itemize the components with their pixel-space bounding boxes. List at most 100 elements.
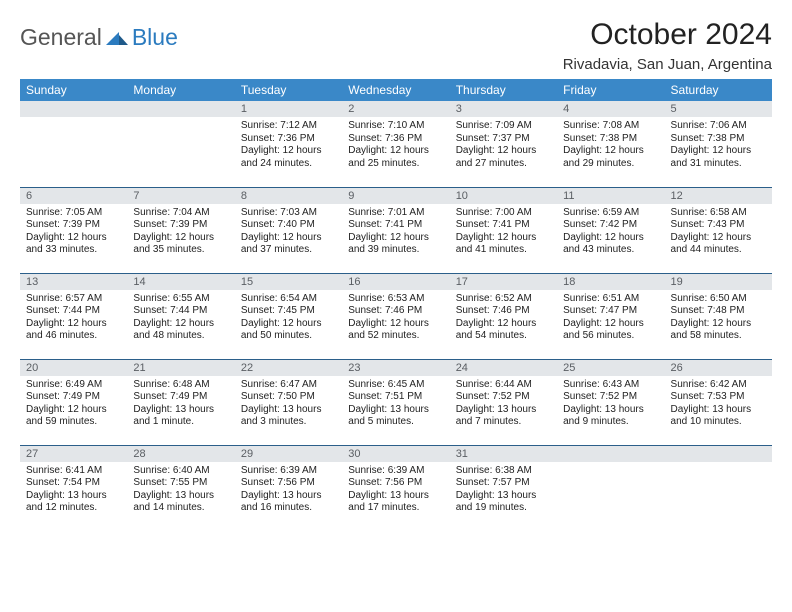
- sunrise-text: Sunrise: 7:12 AM: [241, 120, 336, 133]
- daylight-text: Daylight: 13 hours and 12 minutes.: [26, 490, 121, 515]
- day-number: 18: [557, 274, 664, 290]
- day-number: 30: [342, 446, 449, 462]
- sunrise-text: Sunrise: 6:57 AM: [26, 293, 121, 306]
- day-content: Sunrise: 6:49 AMSunset: 7:49 PMDaylight:…: [20, 376, 127, 431]
- sunset-text: Sunset: 7:43 PM: [671, 219, 766, 232]
- day-number: [127, 101, 234, 117]
- day-content: Sunrise: 6:53 AMSunset: 7:46 PMDaylight:…: [342, 290, 449, 345]
- sunrise-text: Sunrise: 6:39 AM: [348, 465, 443, 478]
- day-content: Sunrise: 6:58 AMSunset: 7:43 PMDaylight:…: [665, 204, 772, 259]
- sunset-text: Sunset: 7:54 PM: [26, 477, 121, 490]
- calendar-day-cell: [127, 101, 234, 187]
- day-content: Sunrise: 6:52 AMSunset: 7:46 PMDaylight:…: [450, 290, 557, 345]
- calendar-day-cell: 29Sunrise: 6:39 AMSunset: 7:56 PMDayligh…: [235, 445, 342, 531]
- day-number: 7: [127, 188, 234, 204]
- sunset-text: Sunset: 7:46 PM: [456, 305, 551, 318]
- sunrise-text: Sunrise: 6:41 AM: [26, 465, 121, 478]
- sunset-text: Sunset: 7:49 PM: [133, 391, 228, 404]
- calendar-day-cell: 8Sunrise: 7:03 AMSunset: 7:40 PMDaylight…: [235, 187, 342, 273]
- sunset-text: Sunset: 7:39 PM: [133, 219, 228, 232]
- day-content: Sunrise: 6:47 AMSunset: 7:50 PMDaylight:…: [235, 376, 342, 431]
- day-number: 23: [342, 360, 449, 376]
- location: Rivadavia, San Juan, Argentina: [563, 56, 772, 73]
- sunrise-text: Sunrise: 6:48 AM: [133, 379, 228, 392]
- calendar-day-cell: 1Sunrise: 7:12 AMSunset: 7:36 PMDaylight…: [235, 101, 342, 187]
- calendar-day-cell: 12Sunrise: 6:58 AMSunset: 7:43 PMDayligh…: [665, 187, 772, 273]
- header: GeneralBlue October 2024 Rivadavia, San …: [20, 18, 772, 73]
- sunset-text: Sunset: 7:44 PM: [133, 305, 228, 318]
- calendar-day-cell: 28Sunrise: 6:40 AMSunset: 7:55 PMDayligh…: [127, 445, 234, 531]
- calendar-day-cell: 16Sunrise: 6:53 AMSunset: 7:46 PMDayligh…: [342, 273, 449, 359]
- calendar-week-row: 13Sunrise: 6:57 AMSunset: 7:44 PMDayligh…: [20, 273, 772, 359]
- calendar-day-cell: 3Sunrise: 7:09 AMSunset: 7:37 PMDaylight…: [450, 101, 557, 187]
- day-number: 22: [235, 360, 342, 376]
- daylight-text: Daylight: 12 hours and 35 minutes.: [133, 232, 228, 257]
- sunrise-text: Sunrise: 7:01 AM: [348, 207, 443, 220]
- sunrise-text: Sunrise: 6:55 AM: [133, 293, 228, 306]
- day-content: Sunrise: 6:44 AMSunset: 7:52 PMDaylight:…: [450, 376, 557, 431]
- brand-part2: Blue: [132, 24, 178, 51]
- day-content: [20, 117, 127, 122]
- sunrise-text: Sunrise: 7:08 AM: [563, 120, 658, 133]
- sunset-text: Sunset: 7:38 PM: [671, 133, 766, 146]
- day-number: 28: [127, 446, 234, 462]
- sunset-text: Sunset: 7:49 PM: [26, 391, 121, 404]
- daylight-text: Daylight: 13 hours and 10 minutes.: [671, 404, 766, 429]
- day-content: [557, 462, 664, 467]
- daylight-text: Daylight: 12 hours and 33 minutes.: [26, 232, 121, 257]
- calendar-day-cell: 31Sunrise: 6:38 AMSunset: 7:57 PMDayligh…: [450, 445, 557, 531]
- daylight-text: Daylight: 13 hours and 1 minute.: [133, 404, 228, 429]
- sunset-text: Sunset: 7:40 PM: [241, 219, 336, 232]
- day-content: Sunrise: 7:09 AMSunset: 7:37 PMDaylight:…: [450, 117, 557, 172]
- day-number: 21: [127, 360, 234, 376]
- sunrise-text: Sunrise: 6:49 AM: [26, 379, 121, 392]
- day-content: Sunrise: 6:57 AMSunset: 7:44 PMDaylight:…: [20, 290, 127, 345]
- calendar-day-cell: 26Sunrise: 6:42 AMSunset: 7:53 PMDayligh…: [665, 359, 772, 445]
- month-title: October 2024: [563, 18, 772, 52]
- day-number: 4: [557, 101, 664, 117]
- daylight-text: Daylight: 12 hours and 46 minutes.: [26, 318, 121, 343]
- calendar-day-cell: 24Sunrise: 6:44 AMSunset: 7:52 PMDayligh…: [450, 359, 557, 445]
- calendar-day-cell: 2Sunrise: 7:10 AMSunset: 7:36 PMDaylight…: [342, 101, 449, 187]
- calendar-day-cell: [20, 101, 127, 187]
- weekday-header: Friday: [557, 79, 664, 101]
- day-number: 1: [235, 101, 342, 117]
- daylight-text: Daylight: 12 hours and 31 minutes.: [671, 145, 766, 170]
- day-number: [20, 101, 127, 117]
- daylight-text: Daylight: 13 hours and 7 minutes.: [456, 404, 551, 429]
- sunset-text: Sunset: 7:46 PM: [348, 305, 443, 318]
- day-number: 20: [20, 360, 127, 376]
- daylight-text: Daylight: 13 hours and 17 minutes.: [348, 490, 443, 515]
- weekday-header: Wednesday: [342, 79, 449, 101]
- calendar-body: 1Sunrise: 7:12 AMSunset: 7:36 PMDaylight…: [20, 101, 772, 531]
- calendar-day-cell: 25Sunrise: 6:43 AMSunset: 7:52 PMDayligh…: [557, 359, 664, 445]
- day-content: Sunrise: 6:39 AMSunset: 7:56 PMDaylight:…: [235, 462, 342, 517]
- calendar-week-row: 27Sunrise: 6:41 AMSunset: 7:54 PMDayligh…: [20, 445, 772, 531]
- calendar-week-row: 1Sunrise: 7:12 AMSunset: 7:36 PMDaylight…: [20, 101, 772, 187]
- sunrise-text: Sunrise: 6:39 AM: [241, 465, 336, 478]
- sunrise-text: Sunrise: 6:50 AM: [671, 293, 766, 306]
- calendar-day-cell: 4Sunrise: 7:08 AMSunset: 7:38 PMDaylight…: [557, 101, 664, 187]
- sunset-text: Sunset: 7:56 PM: [241, 477, 336, 490]
- sunrise-text: Sunrise: 7:10 AM: [348, 120, 443, 133]
- sunset-text: Sunset: 7:47 PM: [563, 305, 658, 318]
- sunrise-text: Sunrise: 6:52 AM: [456, 293, 551, 306]
- day-content: Sunrise: 7:12 AMSunset: 7:36 PMDaylight:…: [235, 117, 342, 172]
- calendar-day-cell: 10Sunrise: 7:00 AMSunset: 7:41 PMDayligh…: [450, 187, 557, 273]
- day-number: 3: [450, 101, 557, 117]
- sunset-text: Sunset: 7:48 PM: [671, 305, 766, 318]
- sunrise-text: Sunrise: 7:05 AM: [26, 207, 121, 220]
- day-number: 27: [20, 446, 127, 462]
- calendar-day-cell: 5Sunrise: 7:06 AMSunset: 7:38 PMDaylight…: [665, 101, 772, 187]
- sunrise-text: Sunrise: 6:38 AM: [456, 465, 551, 478]
- sunrise-text: Sunrise: 6:53 AM: [348, 293, 443, 306]
- daylight-text: Daylight: 12 hours and 41 minutes.: [456, 232, 551, 257]
- sunset-text: Sunset: 7:38 PM: [563, 133, 658, 146]
- day-content: Sunrise: 7:04 AMSunset: 7:39 PMDaylight:…: [127, 204, 234, 259]
- calendar-day-cell: 19Sunrise: 6:50 AMSunset: 7:48 PMDayligh…: [665, 273, 772, 359]
- day-number: 26: [665, 360, 772, 376]
- calendar-day-cell: [665, 445, 772, 531]
- calendar-day-cell: 13Sunrise: 6:57 AMSunset: 7:44 PMDayligh…: [20, 273, 127, 359]
- day-number: 25: [557, 360, 664, 376]
- day-number: [665, 446, 772, 462]
